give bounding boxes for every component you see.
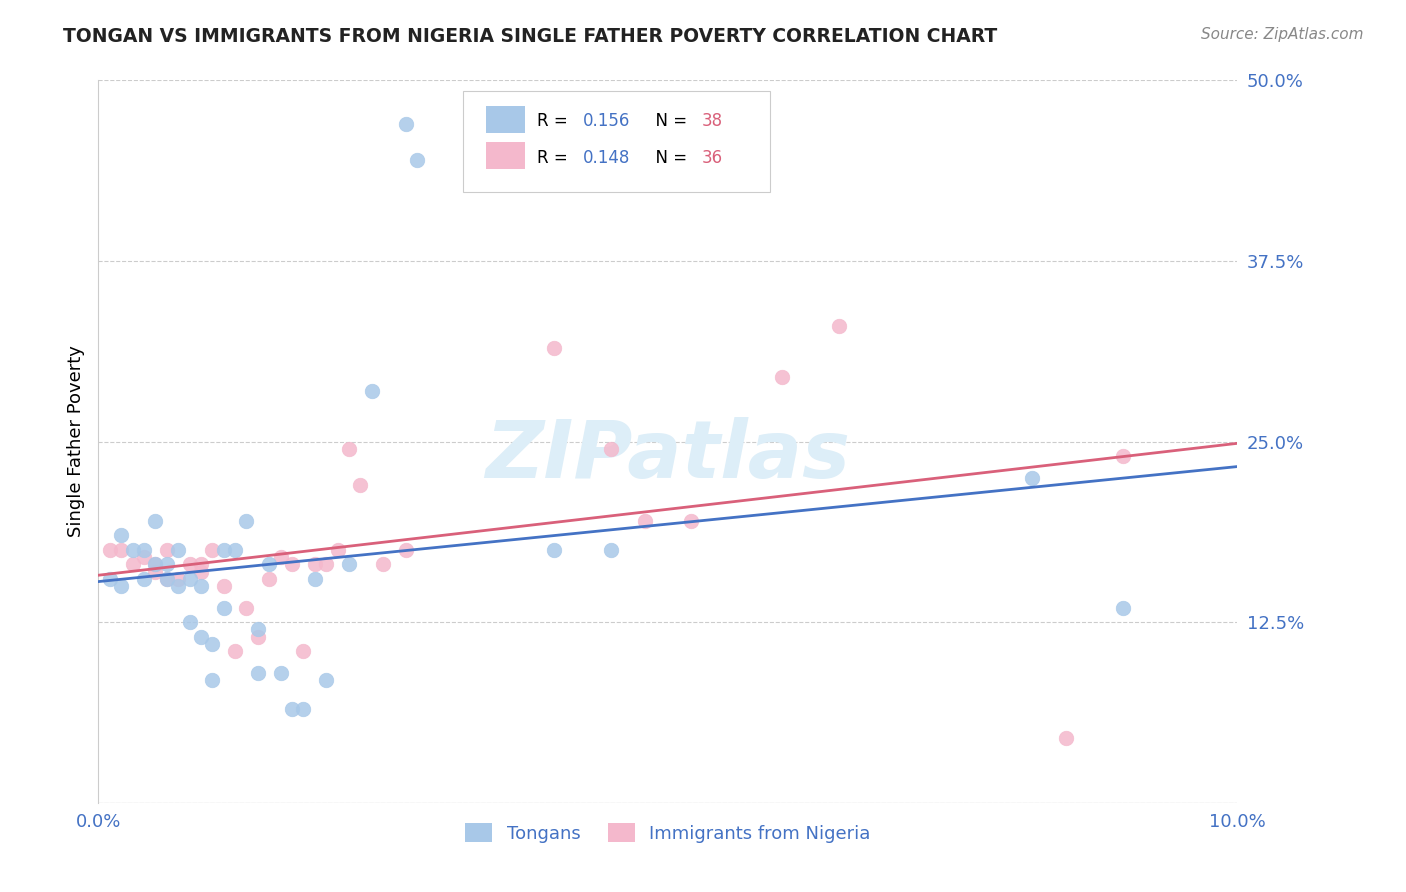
Point (337, 558, 360, 572)
Point (224, 542, 246, 557)
Text: R =: R = (537, 149, 572, 167)
Point (337, 442, 360, 456)
Point (145, 514, 167, 528)
Point (1112, 449, 1135, 463)
Point (292, 644, 315, 658)
Point (259, 572, 281, 586)
Point (179, 572, 201, 586)
Bar (485, 105, 526, 133)
Point (167, 542, 190, 557)
Text: ZIPatlas: ZIPatlas (485, 417, 851, 495)
Text: Source: ZipAtlas.com: Source: ZipAtlas.com (1201, 27, 1364, 42)
Point (406, 153, 429, 167)
Point (132, 550, 155, 565)
Point (246, 665, 269, 680)
Point (1112, 600, 1135, 615)
Text: R =: R = (537, 112, 572, 130)
Point (121, 542, 143, 557)
Point (145, 558, 167, 572)
Point (1056, 731, 1078, 745)
Point (156, 542, 179, 557)
Text: 0.148: 0.148 (582, 149, 630, 167)
Point (121, 558, 143, 572)
Point (543, 341, 565, 355)
Point (259, 558, 281, 572)
Point (395, 542, 418, 557)
Point (281, 702, 304, 716)
Point (132, 542, 155, 557)
Point (132, 572, 155, 586)
Point (543, 542, 565, 557)
Point (304, 572, 326, 586)
Point (190, 630, 212, 644)
Text: 36: 36 (702, 149, 723, 167)
Point (98, 542, 121, 557)
Point (167, 579, 190, 593)
Point (98, 572, 121, 586)
Point (156, 558, 179, 572)
Point (270, 550, 292, 565)
Point (304, 558, 326, 572)
Point (600, 542, 623, 557)
Point (179, 615, 201, 630)
Point (235, 514, 257, 528)
Point (315, 558, 337, 572)
Point (179, 558, 201, 572)
Point (145, 565, 167, 579)
Text: N =: N = (645, 149, 692, 167)
FancyBboxPatch shape (463, 91, 770, 193)
Point (281, 558, 304, 572)
Legend: Tongans, Immigrants from Nigeria: Tongans, Immigrants from Nigeria (456, 814, 880, 852)
Point (110, 542, 132, 557)
Point (190, 579, 212, 593)
Point (600, 442, 623, 456)
Point (326, 542, 349, 557)
Point (167, 572, 190, 586)
Point (110, 528, 132, 542)
Point (110, 579, 132, 593)
Text: 0.156: 0.156 (582, 112, 630, 130)
Point (212, 542, 235, 557)
Y-axis label: Single Father Poverty: Single Father Poverty (66, 345, 84, 538)
Text: 38: 38 (702, 112, 723, 130)
Point (349, 478, 371, 492)
Text: N =: N = (645, 112, 692, 130)
Point (828, 318, 851, 333)
Point (315, 673, 337, 687)
Point (212, 600, 235, 615)
Point (190, 558, 212, 572)
Point (292, 702, 315, 716)
Point (201, 637, 224, 651)
Point (373, 558, 395, 572)
Point (246, 630, 269, 644)
Point (235, 600, 257, 615)
Point (395, 117, 418, 131)
Point (1021, 470, 1043, 484)
Point (679, 514, 702, 528)
Point (224, 644, 246, 658)
Point (246, 623, 269, 637)
Point (270, 665, 292, 680)
Bar (485, 142, 526, 169)
Text: TONGAN VS IMMIGRANTS FROM NIGERIA SINGLE FATHER POVERTY CORRELATION CHART: TONGAN VS IMMIGRANTS FROM NIGERIA SINGLE… (63, 27, 997, 45)
Point (145, 558, 167, 572)
Point (212, 579, 235, 593)
Point (156, 572, 179, 586)
Point (201, 673, 224, 687)
Point (634, 514, 657, 528)
Point (770, 369, 793, 384)
Point (156, 572, 179, 586)
Point (190, 565, 212, 579)
Point (360, 384, 382, 398)
Point (201, 542, 224, 557)
